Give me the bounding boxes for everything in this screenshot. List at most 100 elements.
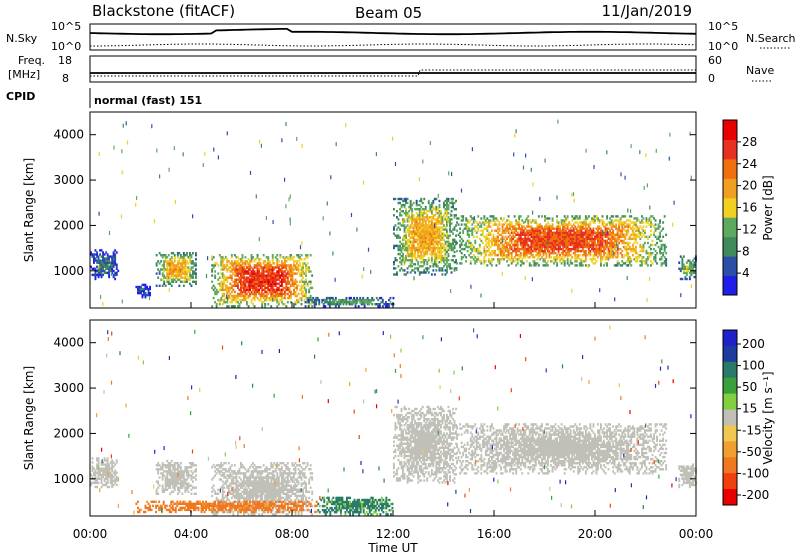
power-cell <box>471 243 474 247</box>
power-cell <box>444 250 447 254</box>
power-cell <box>155 262 158 265</box>
velocity-cell <box>108 475 111 478</box>
power-cell <box>682 255 685 258</box>
power-cell <box>378 296 381 300</box>
power-cell <box>247 288 250 292</box>
power-cell <box>411 261 414 264</box>
power-cell <box>285 256 288 259</box>
power-cell <box>411 265 414 268</box>
velocity-cell <box>166 478 169 481</box>
power-cell <box>105 261 108 264</box>
power-cell <box>616 239 619 243</box>
velocity-cell <box>186 486 188 489</box>
power-cell <box>186 274 188 277</box>
power-cell <box>530 252 533 255</box>
power-cell <box>252 268 254 271</box>
power-cell <box>403 273 406 276</box>
power-cell <box>541 227 543 230</box>
power-cell <box>240 284 242 287</box>
power-speckle <box>258 237 260 242</box>
power-cell <box>253 305 256 308</box>
power-cell <box>182 252 185 255</box>
power-cell <box>99 263 101 266</box>
power-cell <box>468 254 471 257</box>
power-cell <box>300 254 303 257</box>
power-cell <box>334 298 337 302</box>
nave-tick-lo: 0 <box>708 72 715 85</box>
power-cell <box>217 278 220 281</box>
power-cell <box>527 256 530 259</box>
power-cell <box>435 242 438 246</box>
power-cell <box>426 269 429 272</box>
power-cell <box>525 233 528 236</box>
power-cell <box>449 246 451 250</box>
power-cell <box>243 270 245 273</box>
velocity-cell <box>184 470 187 473</box>
power-cell <box>283 264 286 267</box>
power-cell <box>402 222 404 225</box>
power-cell <box>427 201 430 205</box>
power-cell <box>574 254 577 257</box>
power-cell <box>391 303 393 306</box>
power-colorbar-cell <box>723 275 737 296</box>
power-cell <box>411 232 414 235</box>
power-speckle <box>630 144 632 149</box>
velocity-cell <box>100 473 103 476</box>
power-cell <box>578 239 581 243</box>
power-cell <box>615 215 618 218</box>
power-cell <box>622 223 625 226</box>
power-cell <box>551 225 554 228</box>
power-cell <box>619 231 622 234</box>
power-cell <box>474 225 477 228</box>
power-cell <box>291 270 294 273</box>
power-cell <box>256 262 259 265</box>
power-cell <box>609 237 611 241</box>
power-cell <box>547 239 549 243</box>
power-cell <box>334 296 337 300</box>
power-cell <box>409 218 412 221</box>
power-cell <box>622 241 625 245</box>
power-cell <box>575 231 578 234</box>
velocity-cell <box>164 486 167 489</box>
power-cell <box>574 215 577 218</box>
power-cell <box>531 239 534 243</box>
power-cell <box>106 267 109 270</box>
velocity-cell <box>103 457 106 460</box>
power-cell <box>318 298 321 302</box>
power-cell <box>418 236 421 239</box>
power-cell <box>480 233 483 236</box>
power-cell <box>282 272 285 275</box>
power-cell <box>443 246 445 250</box>
power-cell <box>466 229 469 232</box>
velocity-cell <box>173 476 176 479</box>
power-cell <box>399 269 401 272</box>
power-cell <box>541 241 543 245</box>
power-cell <box>294 286 297 290</box>
power-cell <box>241 258 244 261</box>
power-cell <box>238 280 241 283</box>
power-cell <box>220 286 223 290</box>
power-cell <box>503 245 505 249</box>
velocity-cell <box>190 462 193 465</box>
power-cell <box>274 276 277 279</box>
power-speckle <box>510 258 512 263</box>
power-cell <box>393 214 395 217</box>
power-cell <box>586 241 589 245</box>
power-cell <box>693 265 696 268</box>
power-cell <box>447 234 450 237</box>
power-cell <box>615 239 618 243</box>
power-cell <box>226 290 229 294</box>
power-cell <box>559 233 561 236</box>
power-cell <box>258 270 261 273</box>
velocity-cell <box>181 476 184 479</box>
power-cell <box>112 275 115 279</box>
power-cell <box>487 239 490 243</box>
nsearch-line <box>90 43 697 47</box>
power-cell <box>267 284 270 287</box>
power-cell <box>224 301 227 304</box>
power-cell <box>560 247 563 251</box>
power-cell <box>527 235 530 238</box>
power-cell <box>563 260 566 263</box>
power-cell <box>450 248 453 252</box>
power-cell <box>294 290 297 294</box>
